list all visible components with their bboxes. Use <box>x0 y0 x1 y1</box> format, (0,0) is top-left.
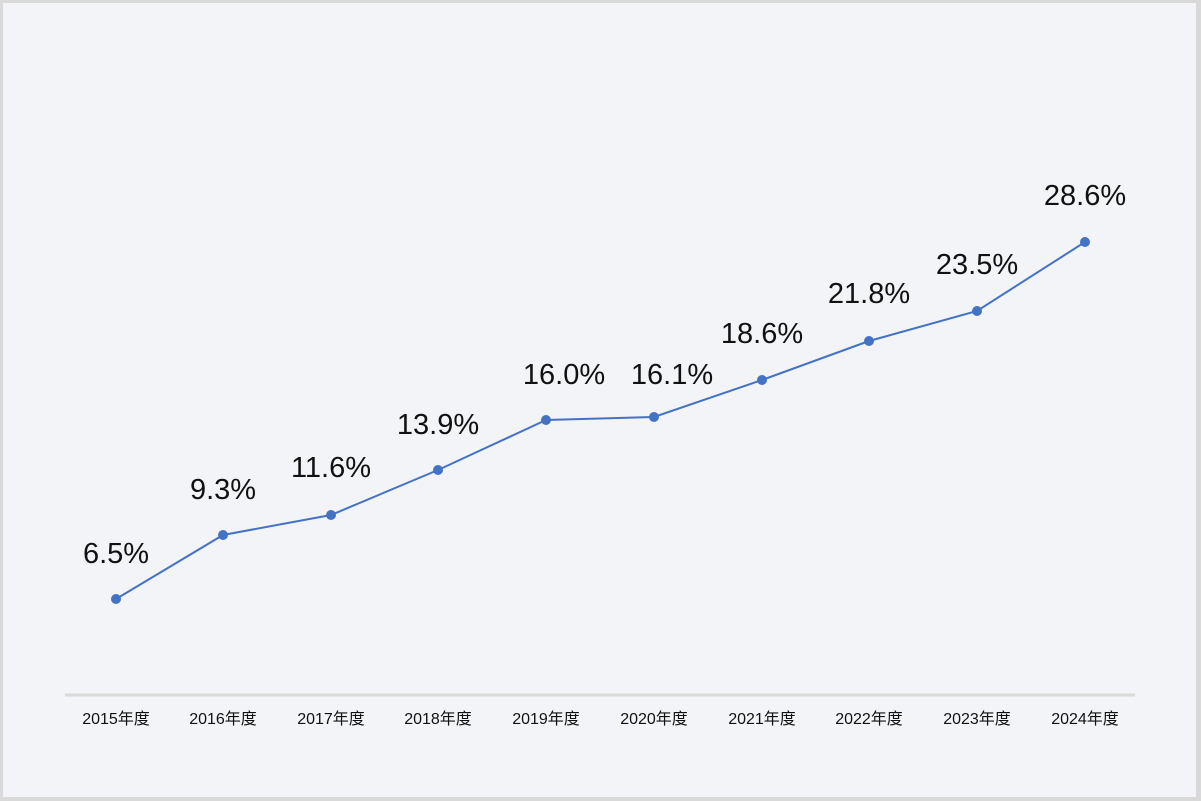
data-markers <box>111 237 1090 604</box>
x-axis-tick-label: 2015年度 <box>82 710 150 728</box>
data-point-marker <box>1080 237 1090 247</box>
data-point-marker <box>111 594 121 604</box>
x-axis-tick-label: 2019年度 <box>512 710 580 728</box>
data-point-marker <box>864 336 874 346</box>
data-value-label: 21.8% <box>828 278 910 310</box>
data-value-label: 16.0% <box>523 359 605 391</box>
data-value-label: 16.1% <box>631 359 713 391</box>
data-point-marker <box>433 465 443 475</box>
data-value-label: 6.5% <box>83 538 149 570</box>
data-point-marker <box>218 530 228 540</box>
x-axis-tick-labels: 2015年度 2016年度 2017年度 2018年度 2019年度 2020年度 2021… <box>82 710 1119 728</box>
data-value-label: 9.3% <box>190 474 256 506</box>
x-axis-tick-label: 2023年度 <box>943 710 1011 728</box>
x-axis-tick-label: 2024年度 <box>1051 710 1119 728</box>
x-axis-tick-label: 2022年度 <box>835 710 903 728</box>
data-point-marker <box>757 375 767 385</box>
data-point-marker <box>541 415 551 425</box>
x-axis-tick-label: 2017年度 <box>297 710 365 728</box>
data-value-label: 11.6% <box>291 452 371 484</box>
data-value-label: 18.6% <box>721 318 803 350</box>
data-point-marker <box>326 510 336 520</box>
data-value-label: 23.5% <box>936 249 1018 281</box>
series-line <box>115 241 1086 600</box>
x-axis-tick-label: 2018年度 <box>404 710 472 728</box>
data-value-label: 28.6% <box>1044 180 1126 212</box>
x-axis-tick-label: 2021年度 <box>728 710 796 728</box>
x-axis-tick-label: 2020年度 <box>620 710 688 728</box>
x-axis-tick-label: 2016年度 <box>189 710 257 728</box>
data-point-marker <box>649 412 659 422</box>
data-point-marker <box>972 306 982 316</box>
data-value-label: 13.9% <box>397 409 479 441</box>
data-labels: 6.5% 9.3% 11.6% 13.9% 16.0% 16.1%18.6% 21.8% 23… <box>83 180 1126 570</box>
chart-frame <box>3 3 1196 797</box>
